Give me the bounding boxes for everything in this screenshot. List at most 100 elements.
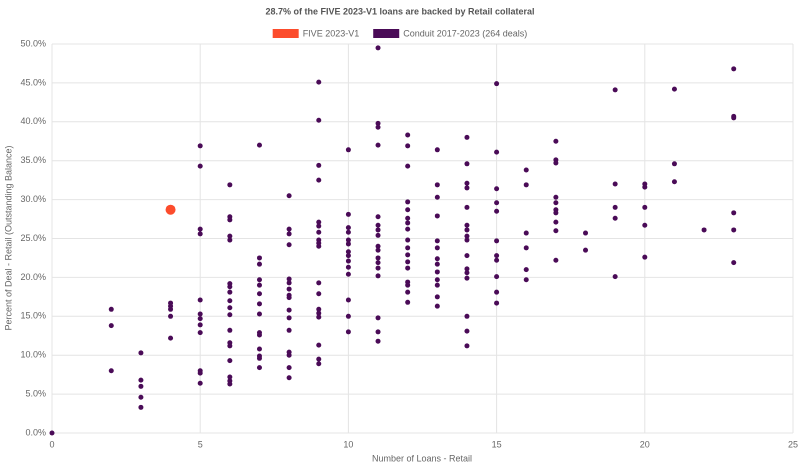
data-point	[49, 430, 55, 436]
data-point	[345, 225, 351, 231]
data-point	[345, 241, 351, 247]
data-point	[256, 301, 262, 307]
data-point	[405, 245, 411, 251]
data-point	[731, 66, 737, 72]
y-tick-label: 30.0%	[20, 194, 46, 204]
data-point	[375, 232, 381, 238]
data-point	[731, 260, 737, 266]
data-point	[256, 282, 262, 288]
data-point	[345, 249, 351, 255]
data-point	[256, 311, 262, 317]
data-point	[345, 229, 351, 235]
data-point	[464, 204, 470, 210]
data-point	[375, 273, 381, 279]
data-point	[405, 207, 411, 213]
data-point	[286, 242, 292, 248]
data-point	[434, 303, 440, 309]
data-point	[494, 238, 500, 244]
data-point	[405, 299, 411, 305]
y-tick-label: 15.0%	[20, 311, 46, 321]
data-point	[256, 291, 262, 297]
y-tick-label: 25.0%	[20, 233, 46, 243]
data-point	[642, 222, 648, 228]
data-point	[197, 370, 203, 376]
legend-label: Conduit 2017-2023 (264 deals)	[403, 28, 527, 38]
data-point	[375, 214, 381, 220]
data-point	[256, 277, 262, 283]
legend-swatch	[272, 29, 299, 38]
legend-swatch	[373, 29, 400, 38]
data-point	[405, 252, 411, 258]
data-point	[286, 295, 292, 301]
data-point	[612, 215, 618, 221]
data-point	[731, 227, 737, 233]
data-point	[494, 186, 500, 192]
data-point	[642, 254, 648, 260]
data-point	[464, 237, 470, 243]
data-point	[523, 277, 529, 283]
data-point	[375, 260, 381, 266]
data-point	[138, 377, 144, 383]
data-point	[464, 328, 470, 334]
data-point	[286, 231, 292, 237]
x-tick-label: 10	[343, 439, 353, 449]
data-point	[375, 338, 381, 344]
data-point	[671, 86, 677, 92]
data-point	[494, 257, 500, 263]
data-point	[464, 134, 470, 140]
data-point	[138, 383, 144, 389]
data-point	[375, 124, 381, 130]
data-point	[464, 185, 470, 191]
data-point	[227, 327, 233, 333]
data-point	[464, 227, 470, 233]
data-point	[553, 219, 559, 225]
data-point	[316, 243, 322, 249]
data-point	[227, 312, 233, 318]
data-point	[316, 79, 322, 85]
data-point	[227, 358, 233, 364]
data-point	[316, 117, 322, 123]
data-point	[464, 253, 470, 259]
data-point	[494, 200, 500, 206]
data-point	[405, 163, 411, 169]
data-point	[227, 381, 233, 387]
data-point	[256, 142, 262, 148]
data-point	[197, 143, 203, 149]
data-point	[286, 226, 292, 232]
data-point	[316, 342, 322, 348]
data-point	[464, 233, 470, 239]
data-point	[405, 265, 411, 271]
data-point	[345, 253, 351, 259]
data-point	[701, 227, 707, 233]
data-point	[168, 335, 174, 341]
x-tick-label: 0	[49, 439, 54, 449]
data-point	[375, 142, 381, 148]
data-point	[375, 315, 381, 321]
y-axis-label: Percent of Deal - Retail (Outstanding Ba…	[3, 145, 13, 330]
data-point	[434, 256, 440, 262]
data-point	[642, 204, 648, 210]
data-point	[316, 229, 322, 235]
data-point	[434, 294, 440, 300]
data-point	[345, 313, 351, 319]
data-point	[227, 233, 233, 239]
data-point	[227, 237, 233, 243]
data-point	[464, 180, 470, 186]
y-tick-label: 5.0%	[25, 388, 46, 398]
data-point	[345, 258, 351, 264]
data-point	[494, 300, 500, 306]
data-point	[434, 147, 440, 153]
data-point	[612, 274, 618, 280]
data-point	[316, 356, 322, 362]
data-point	[464, 161, 470, 167]
chart-title: 28.7% of the FIVE 2023-V1 loans are back…	[265, 6, 534, 16]
data-point	[375, 45, 381, 51]
x-tick-label: 25	[788, 439, 798, 449]
data-point	[553, 138, 559, 144]
data-point	[375, 120, 381, 126]
data-point	[316, 177, 322, 183]
data-point	[434, 238, 440, 244]
data-point	[523, 267, 529, 273]
data-point	[375, 227, 381, 233]
data-point	[256, 261, 262, 267]
